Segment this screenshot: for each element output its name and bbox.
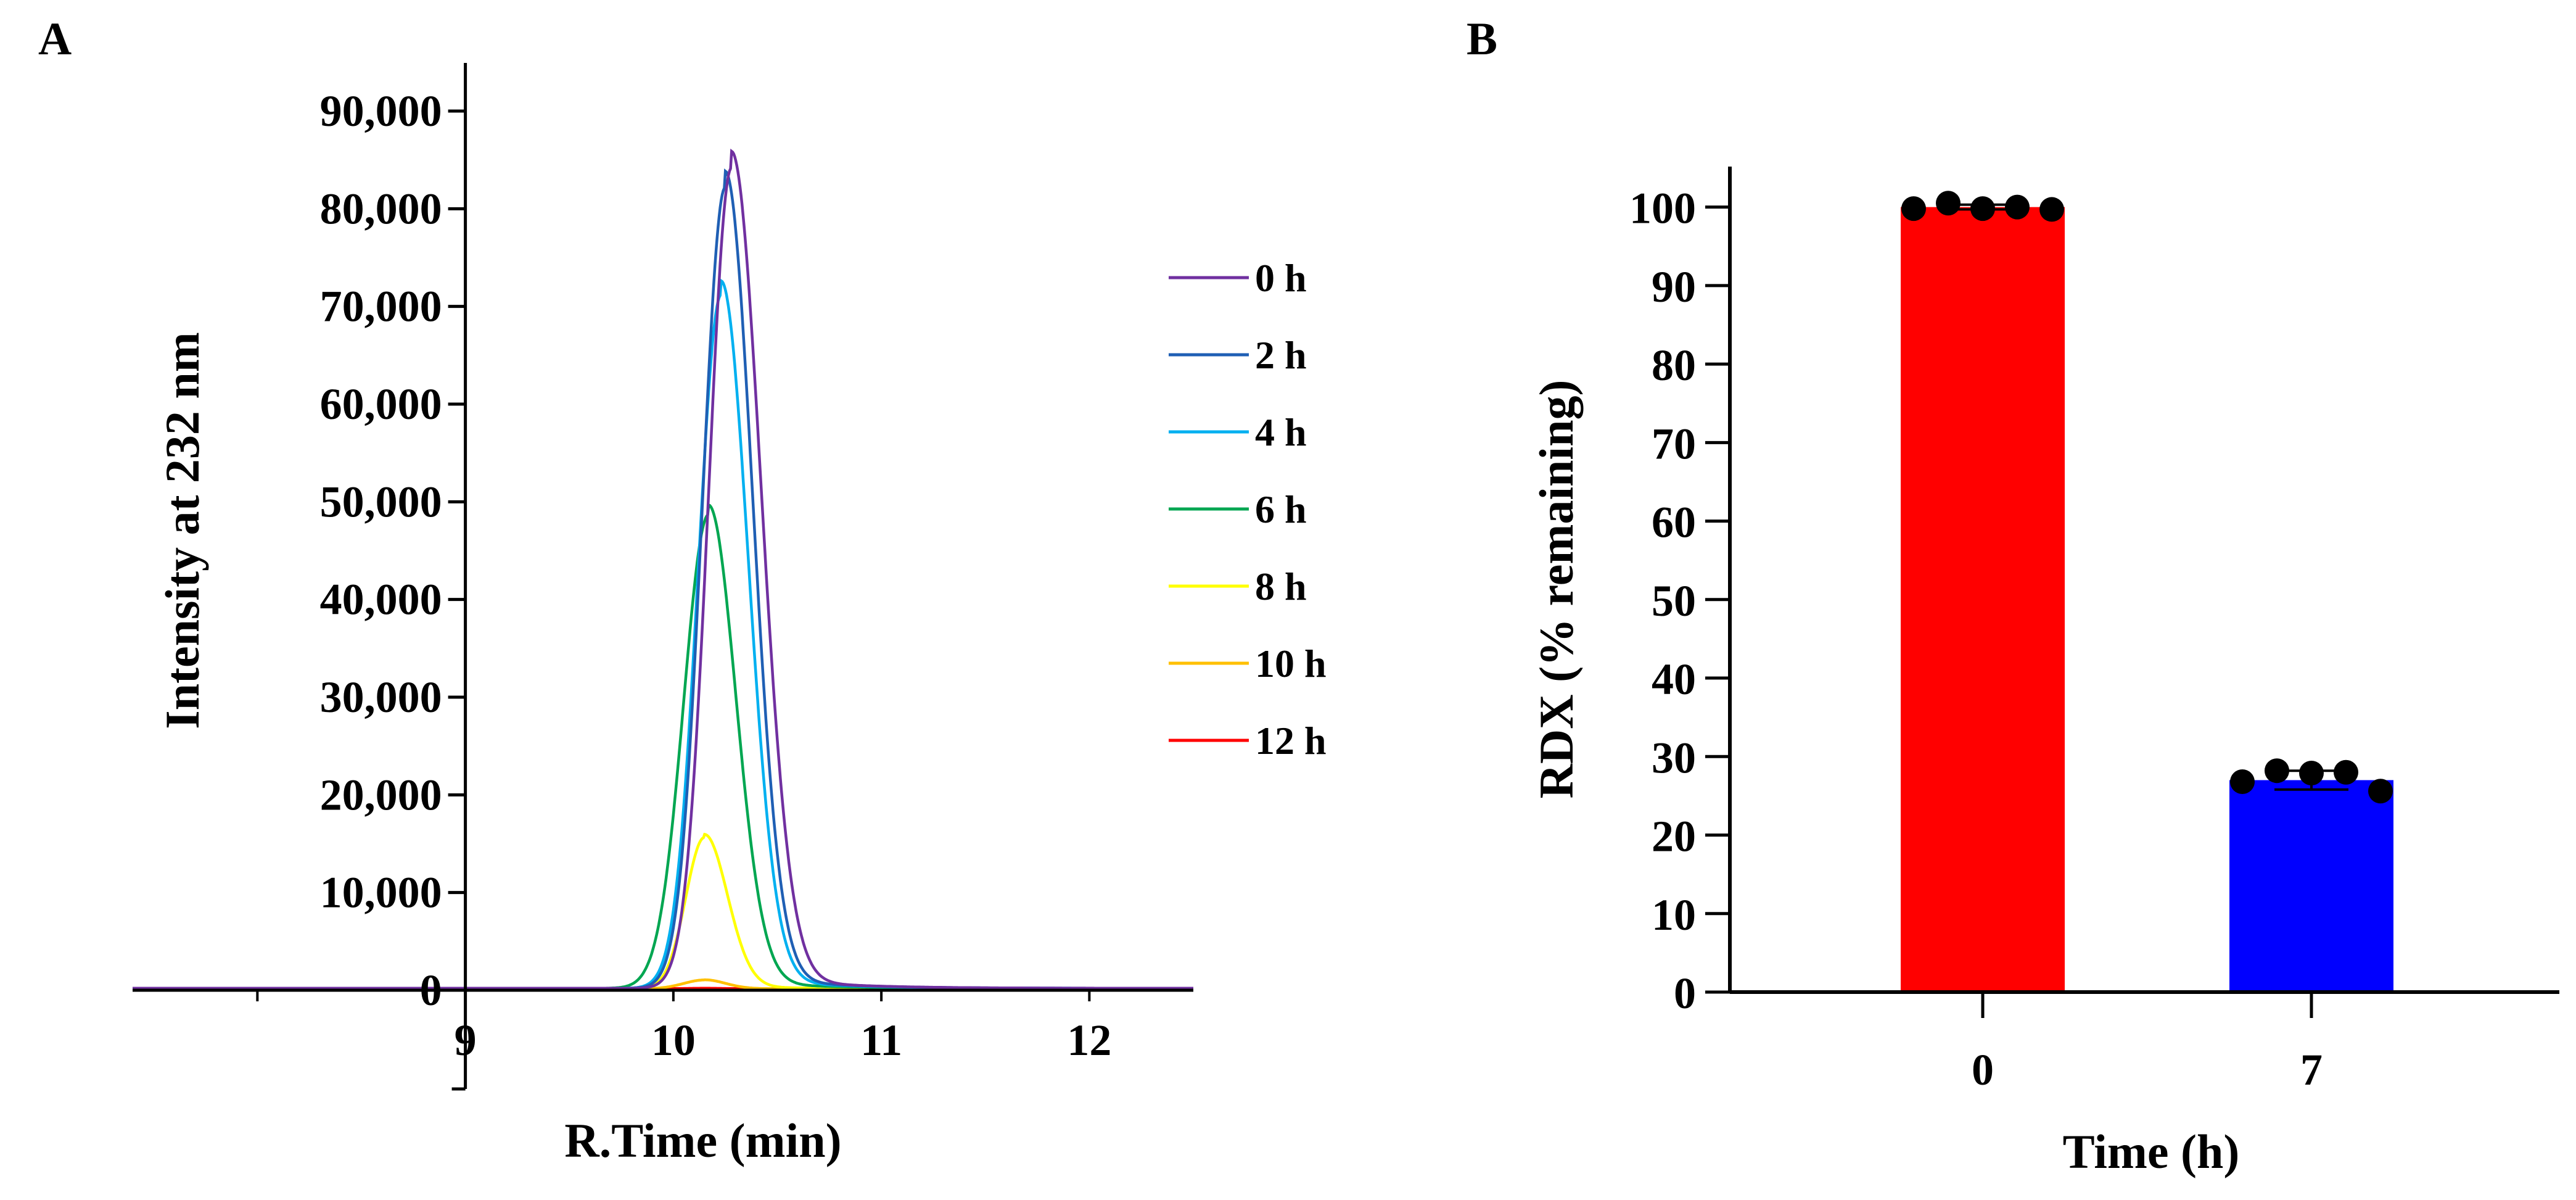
y-tick-label-a: 10,000 — [320, 868, 442, 917]
y-tick-label-a: 0 — [420, 966, 442, 1015]
data-point — [2334, 759, 2358, 785]
x-tick-label-b: 0 — [1972, 1045, 1994, 1094]
x-tick-label-a: 10 — [651, 1016, 696, 1065]
data-point — [1970, 196, 1995, 221]
chromatogram-chart: 0 10,000 20,000 30,000 40,000 50,000 60,000 70,… — [133, 63, 1327, 1167]
series-line-4h — [133, 278, 1193, 990]
y-tick-label-b: 90 — [1652, 262, 1696, 312]
y-tick-label-a: 40,000 — [320, 575, 442, 624]
x-tick-label-a: 12 — [1067, 1016, 1111, 1065]
panel-label-a: A — [38, 14, 72, 65]
y-tick-label-b: 100 — [1629, 184, 1696, 233]
x-tick-label-b: 7 — [2300, 1045, 2323, 1094]
y-tick-label-b: 10 — [1652, 890, 1696, 940]
series-line-6h — [133, 503, 1193, 990]
y-tick-label-a: 50,000 — [320, 477, 442, 526]
x-tick-label-a: 9 — [455, 1016, 477, 1065]
y-tick-label-b: 70 — [1652, 419, 1696, 468]
y-tick-label-a: 20,000 — [320, 770, 442, 819]
x-axis-title-b: Time (h) — [2063, 1125, 2240, 1178]
y-axis-title-b: RDX (% remaining) — [1529, 380, 1583, 799]
data-point — [2230, 769, 2255, 795]
y-tick-label-b: 60 — [1652, 498, 1696, 547]
legend-label: 6 h — [1255, 487, 1307, 531]
y-tick-label-a: 90,000 — [320, 86, 442, 136]
series-line-2h — [133, 168, 1193, 990]
y-tick-label-b: 50 — [1652, 576, 1696, 626]
y-tick-label-b: 80 — [1652, 341, 1696, 390]
y-tick-label-a: 70,000 — [320, 282, 442, 331]
y-tick-label-a: 30,000 — [320, 672, 442, 722]
y-tick-label-a: 60,000 — [320, 379, 442, 429]
data-point — [1901, 196, 1926, 221]
data-point — [2299, 761, 2324, 786]
data-point — [2005, 194, 2030, 220]
data-point — [2265, 758, 2289, 784]
data-point — [2039, 197, 2064, 222]
legend-label: 4 h — [1255, 410, 1307, 454]
x-axis-title-a: R.Time (min) — [564, 1114, 841, 1167]
legend-label: 2 h — [1255, 333, 1307, 377]
x-tick-label-a: 11 — [860, 1016, 902, 1065]
y-axis-title-a: Intensity at 232 nm — [155, 332, 209, 729]
legend-label: 12 h — [1255, 719, 1327, 763]
legend-label: 0 h — [1255, 256, 1307, 300]
legend-label: 10 h — [1255, 642, 1327, 685]
y-tick-label-b: 0 — [1674, 969, 1696, 1018]
y-tick-label-b: 30 — [1652, 733, 1696, 782]
series-line-0h — [133, 148, 1193, 990]
bar-0 — [1901, 207, 2065, 993]
data-point — [1936, 191, 1961, 216]
y-tick-label-b: 20 — [1652, 812, 1696, 861]
data-point — [2368, 779, 2393, 804]
y-tick-label-a: 80,000 — [320, 184, 442, 233]
bar-7 — [2229, 780, 2393, 992]
legend: 0 h 2 h 4 h 6 h 8 h 10 h 12 h — [1169, 256, 1327, 763]
panel-label-b: B — [1467, 14, 1497, 65]
legend-label: 8 h — [1255, 565, 1307, 608]
y-tick-label-b: 40 — [1652, 655, 1696, 704]
